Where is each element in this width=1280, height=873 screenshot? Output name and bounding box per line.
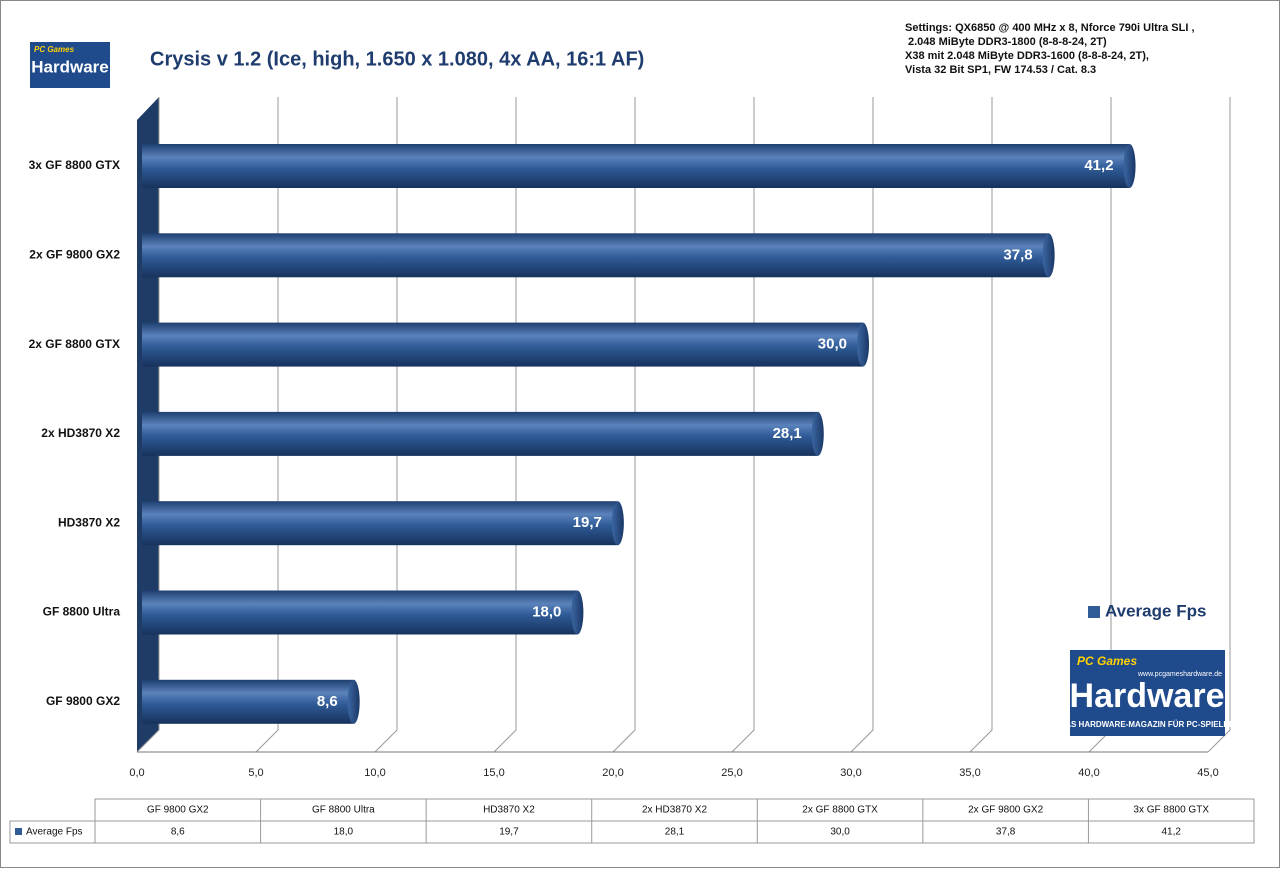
bar-body [142,501,618,546]
bar-cap [611,501,624,546]
x-tick-label: 15,0 [483,767,504,779]
table-category: HD3870 X2 [483,805,535,816]
grid: 0,0 5,0 10,0 15,0 20,0 25,0 30,0 35,0 40,0 45,0 [129,97,1231,779]
x-tick-label: 20,0 [602,767,623,779]
table-value: 18,0 [334,827,354,838]
bar [142,144,1136,188]
bar [142,322,869,367]
table-category: GF 8800 Ultra [312,805,375,816]
grid-line [255,97,279,753]
settings-line: Settings: QX6850 @ 400 MHz x 8, Nforce 7… [905,22,1195,34]
value-label: 8,6 [317,693,338,710]
table-category: 2x GF 8800 GTX [802,805,878,816]
bar-body [142,590,578,635]
y-tick-label: 2x HD3870 X2 [41,426,120,440]
table-category: 3x GF 8800 GTX [1133,805,1209,816]
x-tick-label: 35,0 [959,767,980,779]
logo-url: www.pcgameshardware.de [1137,671,1222,678]
bar-body [142,233,1049,278]
bar-cap [1042,233,1055,278]
chart-title: Crysis v 1.2 (Ice, high, 1.650 x 1.080, … [150,48,644,70]
x-tick-label: 30,0 [840,767,861,779]
bar-cap [811,411,824,456]
table-swatch [15,828,22,835]
grid-line [850,97,874,753]
bar [142,590,584,635]
grid-line [493,97,517,753]
x-tick-label: 25,0 [721,767,742,779]
table-value: 41,2 [1161,827,1181,838]
value-label: 19,7 [573,514,602,531]
logo-large: PC Games www.pcgameshardware.de Hardware… [1059,650,1235,736]
bar-body [142,679,354,724]
x-tick-label: 40,0 [1078,767,1099,779]
bar [142,233,1055,278]
value-label: 37,8 [1003,246,1032,263]
logo-bg [30,42,110,88]
y-tick-label: HD3870 X2 [58,515,120,529]
value-label: 41,2 [1084,157,1113,174]
legend-label: Average Fps [1105,601,1206,620]
x-tick-label: 0,0 [129,767,144,779]
y-tick-label: 2x GF 8800 GTX [29,337,120,351]
y-tick-label: 3x GF 8800 GTX [29,158,120,172]
logo-top: PC Games [1077,654,1137,668]
table-category: 2x HD3870 X2 [642,805,707,816]
table-value: 28,1 [665,827,685,838]
settings-line: X38 mit 2.048 MiByte DDR3-1600 (8-8-8-24… [905,50,1149,62]
logo-name: Hardware [1070,677,1225,715]
table-data-row [9,820,1255,844]
settings-line: 2.048 MiByte DDR3-1800 (8-8-8-24, 2T) [908,36,1107,48]
y-tick-label: GF 8800 Ultra [43,605,121,619]
bar-cap [571,590,584,635]
bar-body [142,144,1130,188]
logo-top: PC Games [34,45,75,54]
grid-line [731,97,755,753]
bar-cap [1123,144,1136,188]
data-table: Average Fps GF 9800 GX2 8,6 GF 8800 Ultra 18… [9,798,1255,844]
x-tick-label: 10,0 [364,767,385,779]
bar [142,501,624,546]
bar-cap [857,322,869,367]
logo-bg [1070,650,1225,736]
x-tick-label: 45,0 [1197,767,1218,779]
value-label: 28,1 [773,425,802,442]
legend-swatch [1088,606,1100,618]
value-label: 30,0 [818,336,847,353]
bars: GF 9800 GX2 8,6 GF 8800 Ultra 18,0 HD3870 X2… [29,144,1136,724]
y-tick-label: 2x GF 9800 GX2 [29,247,120,261]
y-tick-label: GF 9800 GX2 [46,694,120,708]
settings: Settings: QX6850 @ 400 MHz x 8, Nforce 7… [905,22,1195,76]
settings-line: Vista 32 Bit SP1, FW 174.53 / Cat. 8.3 [905,64,1096,76]
grid-line [374,97,398,753]
grid-line [1207,97,1231,753]
table-value: 30,0 [830,827,850,838]
bar-body [142,411,818,456]
table-row-label: Average Fps [26,827,83,838]
grid-line [612,97,636,753]
bar [142,411,824,456]
table-value: 8,6 [171,827,185,838]
table-category: GF 9800 GX2 [147,805,209,816]
logo-name: Hardware [31,57,108,76]
grid-line [969,97,993,753]
table-category: 2x GF 9800 GX2 [968,805,1043,816]
bar-body [142,322,863,367]
logo-small: PC Games Hardware [30,42,110,88]
grid-line [136,97,160,753]
legend: Average Fps [1088,601,1206,620]
logo-slogan: DAS HARDWARE-MAGAZIN FÜR PC-SPIELER [1059,720,1234,729]
bar [142,679,360,724]
table-value: 19,7 [499,827,519,838]
bar-cap [347,679,360,724]
table-value: 37,8 [996,827,1016,838]
x-tick-label: 5,0 [248,767,263,779]
value-label: 18,0 [532,603,561,620]
